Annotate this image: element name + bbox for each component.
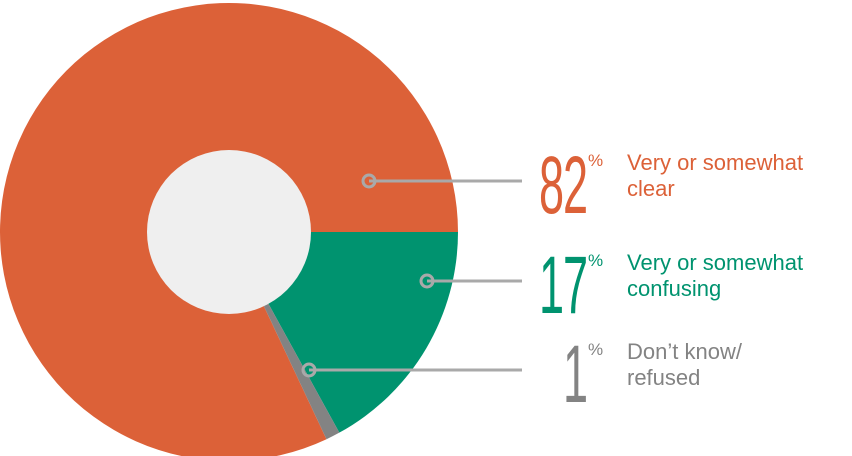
leader-dot	[301, 362, 317, 378]
leader-dot	[361, 173, 377, 189]
category-label: Very or somewhat confusing	[627, 250, 804, 301]
category-label: Very or somewhat clear	[627, 150, 804, 201]
value-label: 82	[539, 140, 588, 231]
percent-sign: %	[588, 340, 604, 359]
percent-sign: %	[588, 151, 604, 170]
category-label: Don’t know/ refused	[627, 339, 742, 390]
value-label: 1	[563, 329, 588, 420]
value-label: 17	[539, 240, 588, 331]
percent-sign: %	[588, 251, 604, 270]
leader-dot	[419, 273, 435, 289]
donut-hole	[147, 150, 311, 314]
